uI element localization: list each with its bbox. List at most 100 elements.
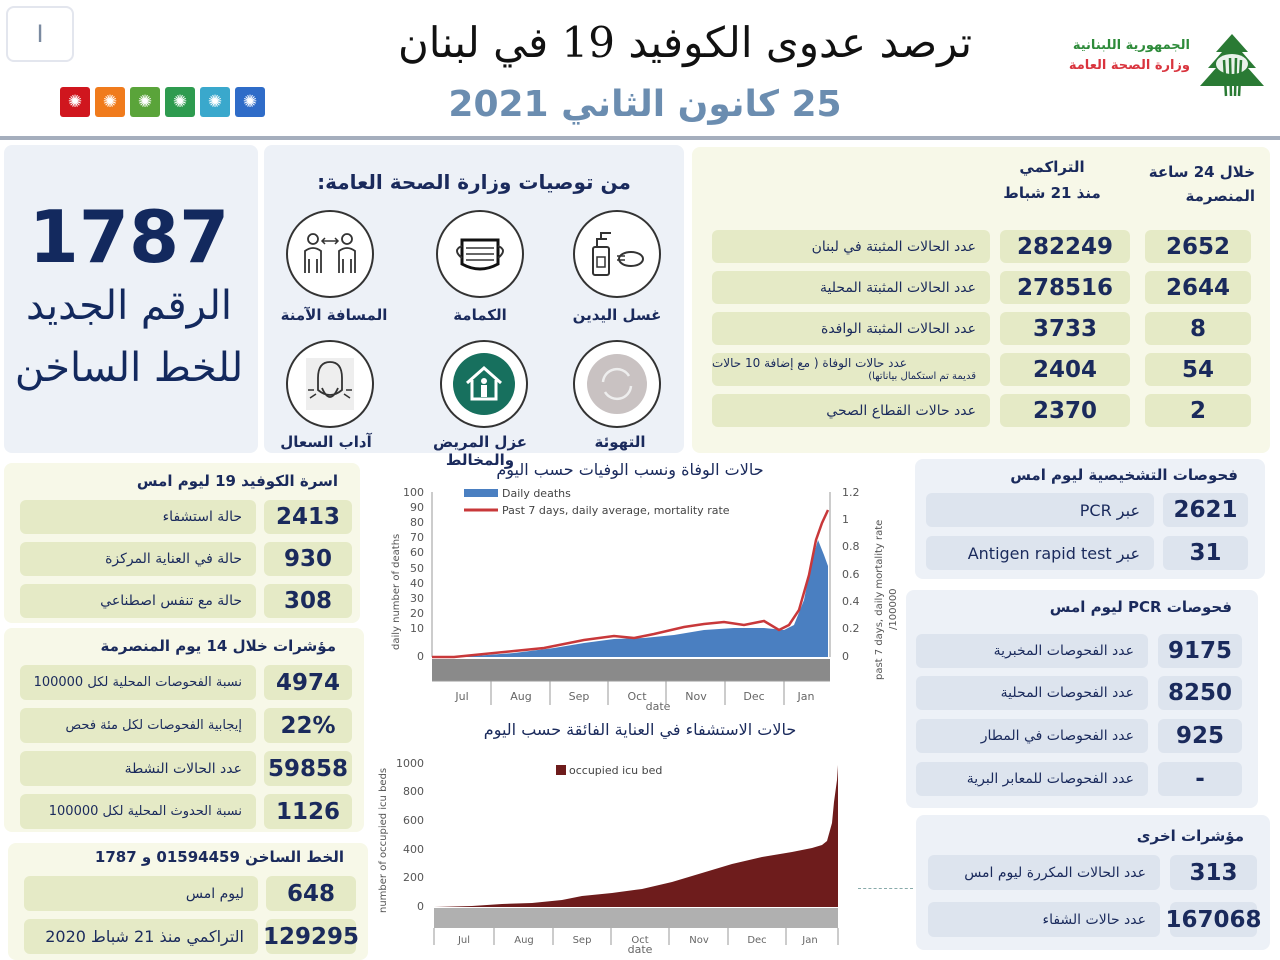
color-icons-row: ✺ ✺ ✺ ✺ ✺ ✺ (60, 87, 265, 117)
svg-text:100: 100 (403, 486, 424, 499)
daily-local: 2644 (1145, 271, 1251, 304)
icu-month-oct: Oct (631, 935, 648, 946)
recommendations-title: من توصيات وزارة الصحة العامة: (317, 170, 631, 194)
month-oct: Oct (627, 690, 647, 703)
cedar-logo-icon (1200, 34, 1264, 97)
recovered-label: عدد حالات الشفاء (928, 902, 1160, 937)
legend-icu-bed: occupied icu bed (569, 764, 662, 777)
svg-text:1: 1 (842, 513, 849, 526)
social-distance-icon (286, 210, 374, 298)
svg-text:daily number of deaths: daily number of deaths (391, 534, 402, 650)
positivity-value: 22% (264, 708, 352, 743)
active-cases-value: 59858 (264, 751, 352, 786)
col-header-cumulative-2: منذ 21 شباط (1003, 184, 1101, 202)
daily-imported: 8 (1145, 312, 1251, 345)
svg-text:20: 20 (410, 607, 424, 620)
month-jul: Jul (454, 690, 468, 703)
cumulative-health-workers: 2370 (1000, 394, 1130, 427)
svg-text:600: 600 (403, 814, 424, 827)
ministry-name: الجمهورية اللبنانية وزارة الصحة العامة (1030, 36, 1190, 76)
month-sep: Sep (569, 690, 590, 703)
sun-icon-green: ✺ (165, 87, 195, 117)
svg-text:/100000: /100000 (888, 588, 899, 630)
month-dec: Dec (743, 690, 764, 703)
rec-label-isolation: عزل المريض والمخالط (432, 433, 528, 469)
svg-text:90: 90 (410, 501, 424, 514)
icu-month-dec: Dec (747, 935, 766, 946)
local-tests-value: 8250 (1158, 676, 1242, 710)
svg-text:800: 800 (403, 785, 424, 798)
hotline-panel (4, 145, 258, 453)
label-deaths: عدد حالات الوفاة ( مع إضافة 10 حالات قدي… (712, 353, 990, 386)
cumulative-local: 278516 (1000, 271, 1130, 304)
pcr-diagnostic-label: عبر PCR (926, 493, 1154, 527)
ministry-line1: الجمهورية اللبنانية (1072, 38, 1190, 53)
svg-text:80: 80 (410, 516, 424, 529)
month-jan: Jan (797, 690, 815, 703)
legend-mortality-rate: Past 7 days, daily average, mortality ra… (502, 504, 730, 517)
hospital-beds-title: اسرة الكوفيد 19 ليوم امس (136, 472, 338, 490)
land-border-tests-value: - (1158, 762, 1242, 796)
svg-text:1000: 1000 (396, 757, 424, 770)
pcr-diagnostic-value: 2621 (1163, 493, 1248, 527)
rec-label-cough: آداب السعال (280, 433, 372, 451)
hospitalized-value: 2413 (264, 500, 352, 534)
sun-icon-cyan: ✺ (200, 87, 230, 117)
icu-month-nov: Nov (689, 935, 709, 946)
hand-sanitizer-icon (573, 210, 661, 298)
hotline-number: 1787 (28, 195, 230, 279)
land-border-tests-label: عدد الفحوصات للمعابر البرية (916, 762, 1148, 796)
svg-text:0: 0 (842, 650, 849, 663)
svg-text:70: 70 (410, 531, 424, 544)
month-aug: Aug (510, 690, 531, 703)
indicators-14d-title: مؤشرات خلال 14 يوم المنصرمة (100, 637, 336, 655)
label-deaths-line2: قديمة تم استكمال بياناتها) (868, 371, 976, 382)
month-nov: Nov (685, 690, 707, 703)
icu-chart: 1000 800 600 400 200 0 number of occupied icu… (378, 757, 839, 956)
svg-text:past 7 days, daily mortality r: past 7 days, daily mortality rate (874, 520, 885, 680)
svg-text:0.8: 0.8 (842, 540, 860, 553)
active-cases-label: عدد الحالات النشطة (20, 751, 256, 786)
rec-label-distance: المسافة الآمنة (280, 306, 388, 324)
deaths-xlabel: date (646, 700, 671, 713)
col-header-cumulative-1: التراكمي (1019, 158, 1085, 176)
ministry-line2: وزارة الصحة العامة (1068, 58, 1190, 73)
label-health-workers: عدد حالات القطاع الصحي (712, 394, 990, 427)
page-title: ترصد عدوى الكوفيد 19 في لبنان (397, 18, 973, 67)
icu-month-jan: Jan (801, 935, 817, 946)
hotline-stats-title: الخط الساخن 01594459 و 1787 (94, 848, 344, 866)
icu-ylabel: number of occupied icu beds (378, 768, 389, 913)
rec-label-handwash: غسل اليدين (572, 306, 662, 324)
ventilation-icon (573, 340, 661, 428)
label-confirmed: عدد الحالات المثبتة في لبنان (712, 230, 990, 263)
icu-month-aug: Aug (514, 935, 534, 946)
hotline-text-line2: للخط الساخن (14, 345, 244, 391)
icu-chart-title: حالات الاستشفاء في العناية الفائقة حسب ا… (483, 720, 797, 739)
daily-health-workers: 2 (1145, 394, 1251, 427)
home-isolation-icon (440, 340, 528, 428)
daily-deaths: 54 (1145, 353, 1251, 386)
hotline-text-line1: الرقم الجديد (25, 283, 233, 329)
header-divider (0, 136, 1280, 140)
svg-text:50: 50 (410, 562, 424, 575)
daily-confirmed: 2652 (1145, 230, 1251, 263)
incidence-value: 1126 (264, 794, 352, 829)
dashed-connector (858, 888, 913, 889)
rec-label-mask: الكمامة (453, 306, 507, 324)
svg-text:400: 400 (403, 843, 424, 856)
svg-text:0.2: 0.2 (842, 622, 860, 635)
antigen-label: عبر Antigen rapid test (926, 536, 1154, 570)
svg-text:0: 0 (417, 900, 424, 913)
svg-text:40: 40 (410, 577, 424, 590)
col-header-24h: خلال 24 ساعة المنصرمة (1148, 163, 1255, 205)
cumulative-confirmed: 282249 (1000, 230, 1130, 263)
sun-icon-lightgreen: ✺ (130, 87, 160, 117)
cumulative-deaths: 2404 (1000, 353, 1130, 386)
tests-per-100k-label: نسبة الفحوصات المحلية لكل 100000 (20, 665, 256, 700)
svg-text:0: 0 (417, 650, 424, 663)
label-imported: عدد الحالات المثبتة الوافدة (712, 312, 990, 345)
hospitalized-label: حالة استشفاء (20, 500, 256, 534)
recovered-value: 167068 (1165, 902, 1262, 937)
hotline-yesterday-value: 648 (266, 876, 356, 911)
